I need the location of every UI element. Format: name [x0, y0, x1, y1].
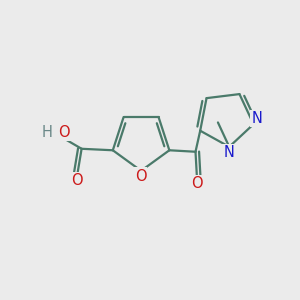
Text: O: O [191, 176, 203, 191]
Text: H: H [41, 125, 52, 140]
Text: O: O [58, 125, 70, 140]
Text: O: O [71, 173, 83, 188]
Text: N: N [223, 145, 234, 160]
Text: N: N [252, 111, 262, 126]
Text: O: O [135, 169, 146, 184]
